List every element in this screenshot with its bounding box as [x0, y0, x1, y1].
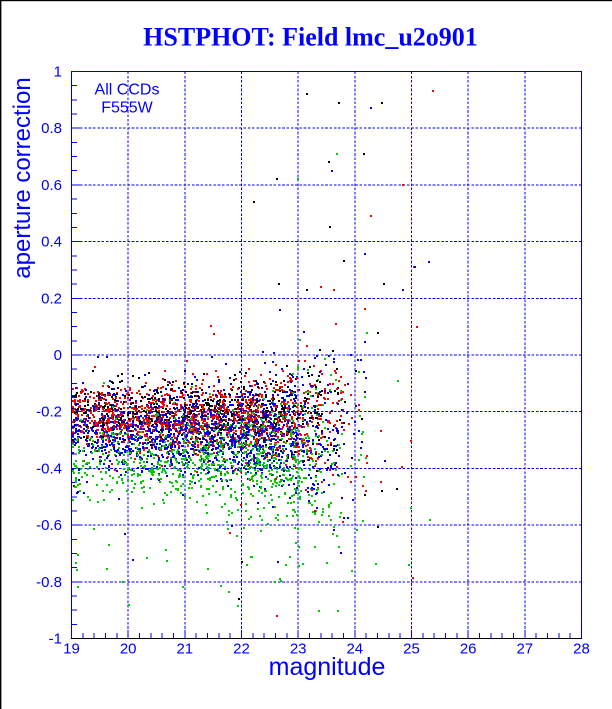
svg-text:-0.6: -0.6	[36, 517, 62, 534]
svg-text:28: 28	[573, 641, 590, 658]
svg-text:0: 0	[54, 347, 62, 364]
svg-text:19: 19	[63, 641, 80, 658]
svg-text:0.8: 0.8	[41, 120, 62, 137]
svg-text:20: 20	[120, 641, 137, 658]
svg-text:1: 1	[54, 64, 62, 81]
svg-text:-0.2: -0.2	[36, 404, 62, 421]
svg-text:HSTPHOT: Field lmc_u2o901: HSTPHOT: Field lmc_u2o901	[143, 23, 478, 52]
svg-text:-1: -1	[49, 631, 62, 648]
svg-text:27: 27	[516, 641, 533, 658]
svg-text:26: 26	[460, 641, 477, 658]
svg-text:-0.4: -0.4	[36, 460, 62, 477]
svg-text:-0.8: -0.8	[36, 574, 62, 591]
svg-text:0.2: 0.2	[41, 290, 62, 307]
svg-text:24: 24	[346, 641, 363, 658]
svg-text:aperture correction: aperture correction	[9, 77, 36, 278]
svg-text:0.6: 0.6	[41, 177, 62, 194]
svg-text:0.4: 0.4	[41, 234, 62, 251]
svg-text:21: 21	[176, 641, 193, 658]
svg-text:25: 25	[403, 641, 420, 658]
svg-text:22: 22	[233, 641, 250, 658]
svg-text:magnitude: magnitude	[269, 653, 386, 681]
svg-text:F555W: F555W	[101, 100, 153, 117]
svg-text:All CCDs: All CCDs	[95, 82, 160, 99]
svg-text:23: 23	[290, 641, 307, 658]
